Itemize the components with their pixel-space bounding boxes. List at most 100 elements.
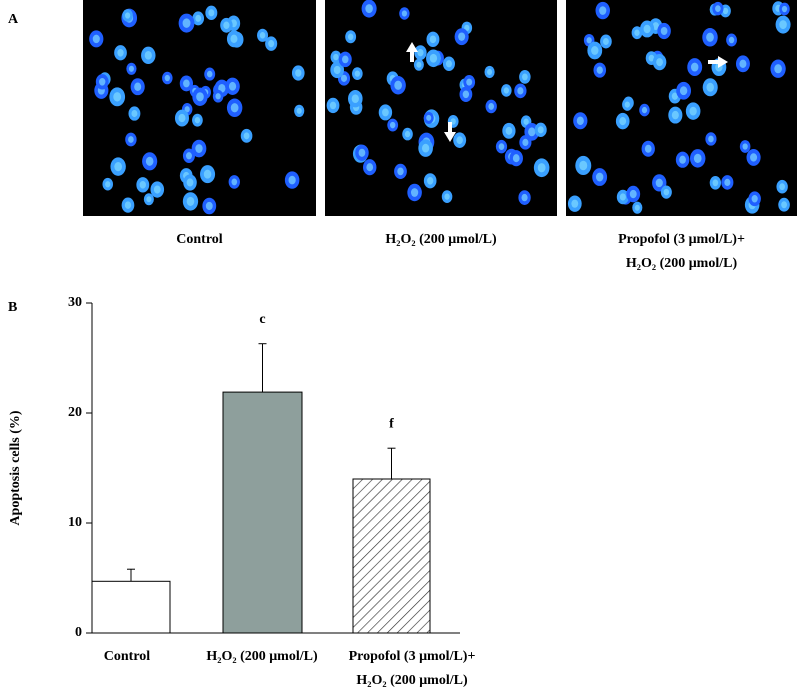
cell-core bbox=[92, 34, 100, 44]
cell-core bbox=[586, 37, 592, 44]
cell-core bbox=[779, 183, 785, 191]
cell-core bbox=[706, 32, 714, 42]
cell-core bbox=[397, 167, 404, 176]
cell-core bbox=[779, 20, 787, 30]
cell-core bbox=[739, 59, 747, 69]
cell-core bbox=[503, 87, 509, 94]
cell-core bbox=[655, 178, 663, 188]
cell-core bbox=[134, 82, 142, 91]
cell-core bbox=[679, 86, 688, 96]
cell-core bbox=[99, 77, 106, 86]
cell-core bbox=[131, 109, 138, 118]
cell-core bbox=[365, 4, 373, 14]
cell-core bbox=[706, 82, 714, 92]
cell-core bbox=[517, 87, 524, 95]
cell-core bbox=[185, 152, 192, 160]
cell-core bbox=[689, 106, 697, 116]
cell-core bbox=[410, 188, 419, 197]
cell-core bbox=[488, 103, 495, 110]
cell-core bbox=[124, 12, 131, 19]
micrograph bbox=[325, 0, 557, 216]
cell-core bbox=[774, 64, 782, 74]
cell-core bbox=[728, 36, 735, 44]
cell-core bbox=[522, 138, 529, 147]
cell-core bbox=[382, 108, 389, 117]
cell-core bbox=[599, 6, 607, 15]
cell-core bbox=[182, 18, 191, 28]
cell-core bbox=[231, 178, 238, 186]
cell-core bbox=[184, 106, 190, 113]
cell-core bbox=[358, 148, 366, 157]
cell-core bbox=[417, 48, 424, 57]
arrow bbox=[708, 56, 728, 68]
bar bbox=[352, 478, 431, 634]
cell-core bbox=[186, 178, 194, 187]
cell-core bbox=[641, 106, 648, 114]
cell-core bbox=[427, 176, 434, 185]
cell-core bbox=[456, 136, 463, 145]
y-tick-label: 0 bbox=[75, 625, 82, 640]
cell-core bbox=[230, 103, 239, 113]
cell-core bbox=[401, 10, 407, 17]
cell-core bbox=[340, 74, 348, 82]
cell-core bbox=[329, 101, 337, 110]
cell-core bbox=[751, 195, 758, 203]
cell-core bbox=[228, 81, 237, 91]
cell-core bbox=[394, 80, 402, 90]
cell-core bbox=[487, 68, 493, 76]
arrow bbox=[406, 42, 418, 62]
cell-core bbox=[634, 29, 640, 36]
cell-core bbox=[347, 33, 354, 41]
cell-core bbox=[712, 179, 719, 187]
image-caption: H₂O₂ (200 μmol/L) bbox=[385, 232, 497, 247]
cell-core bbox=[660, 26, 668, 36]
cell-core bbox=[296, 107, 302, 114]
cell-core bbox=[113, 92, 122, 102]
cell-core bbox=[781, 201, 787, 209]
cell-core bbox=[429, 53, 438, 63]
cell-core bbox=[781, 5, 788, 13]
cell-core bbox=[464, 24, 470, 32]
bar bbox=[222, 391, 303, 634]
cell-core bbox=[722, 7, 729, 15]
cell-core bbox=[537, 126, 544, 134]
y-axis-label: Apoptosis cells (%) bbox=[8, 410, 23, 525]
cell-core bbox=[498, 143, 505, 150]
annotation: c bbox=[259, 312, 265, 327]
cell-core bbox=[634, 204, 640, 211]
cell-core bbox=[208, 9, 215, 17]
cell-core bbox=[145, 156, 154, 166]
cell-core bbox=[629, 189, 637, 199]
cell-core bbox=[268, 40, 275, 48]
cell-core bbox=[128, 65, 134, 72]
cell-core bbox=[505, 126, 513, 135]
cell-core bbox=[215, 93, 221, 100]
cell-core bbox=[656, 58, 663, 67]
y-tick-label: 30 bbox=[68, 295, 82, 310]
cell-core bbox=[663, 188, 670, 196]
cell-core bbox=[404, 130, 411, 138]
cell-core bbox=[295, 69, 302, 77]
cell-core bbox=[205, 201, 213, 211]
cell-core bbox=[195, 14, 202, 22]
x-tick-label: H₂O₂ (200 μmol/L) bbox=[206, 649, 318, 664]
cell-core bbox=[643, 24, 651, 34]
cell-core bbox=[579, 160, 588, 171]
cell-core bbox=[458, 32, 466, 41]
cell-core bbox=[462, 90, 470, 99]
cell-core bbox=[333, 65, 341, 75]
cell-core bbox=[690, 62, 699, 72]
cell-core bbox=[333, 53, 339, 61]
cell-core bbox=[117, 48, 124, 57]
cell-core bbox=[522, 73, 528, 81]
cell-core bbox=[178, 113, 186, 123]
cell-core bbox=[571, 199, 579, 208]
cell-core bbox=[288, 175, 296, 185]
cell-core bbox=[146, 196, 152, 203]
cell-core bbox=[366, 163, 374, 172]
cell-core bbox=[708, 135, 714, 143]
cell-core bbox=[164, 74, 170, 82]
cell-core bbox=[153, 185, 161, 194]
cell-core bbox=[196, 92, 204, 102]
